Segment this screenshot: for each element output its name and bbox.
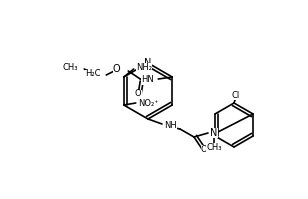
Text: Cl: Cl <box>232 91 240 100</box>
Text: NH₂: NH₂ <box>136 62 152 71</box>
Text: H₂C: H₂C <box>85 69 100 78</box>
Text: O: O <box>201 144 207 153</box>
Text: CH₃: CH₃ <box>63 63 78 72</box>
Text: O: O <box>113 64 120 74</box>
Text: O: O <box>135 90 142 99</box>
Text: N: N <box>144 58 152 68</box>
Text: CH₃: CH₃ <box>206 142 222 151</box>
Text: NO₂⁺: NO₂⁺ <box>138 99 159 107</box>
Text: N: N <box>210 128 218 138</box>
Text: NH: NH <box>164 121 177 130</box>
Text: HN: HN <box>141 75 154 85</box>
